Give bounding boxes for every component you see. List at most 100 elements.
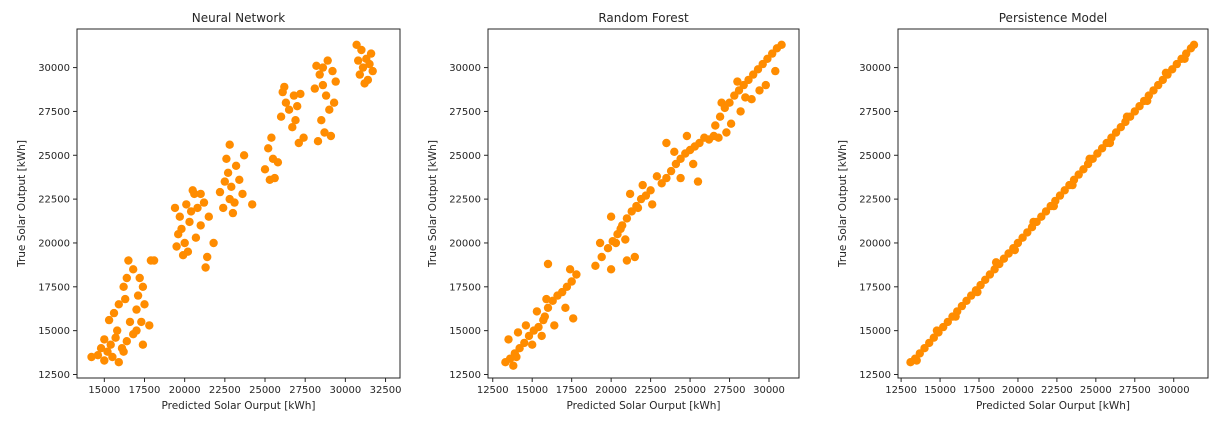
x-axis-label: Predicted Solar Ourput [kWh]: [566, 400, 720, 412]
data-point: [513, 328, 523, 337]
data-point: [1180, 54, 1189, 63]
data-point: [625, 189, 635, 199]
data-point: [178, 251, 188, 260]
data-point: [132, 326, 141, 335]
data-point: [289, 91, 299, 100]
y-tick-label: 27500: [38, 107, 70, 118]
data-point: [648, 200, 657, 209]
data-point: [108, 352, 117, 362]
y-tick-label: 22500: [38, 195, 70, 206]
data-point: [512, 352, 521, 362]
data-point: [528, 340, 537, 349]
data-point: [125, 317, 135, 327]
data-point: [537, 331, 546, 341]
x-tick-label: 15000: [88, 385, 120, 396]
data-point: [180, 238, 189, 248]
data-point: [771, 66, 780, 76]
plot-frame: [487, 28, 800, 379]
x-tick-label: 20000: [595, 385, 627, 396]
data-point: [106, 340, 115, 349]
data-point: [215, 187, 225, 197]
data-point: [603, 244, 613, 253]
random-forest-panel: Random Forest Predicted Solar Ourput [kW…: [427, 11, 800, 412]
data-point: [932, 326, 942, 335]
data-point: [662, 138, 671, 148]
x-tick-label: 32500: [370, 385, 402, 396]
data-point: [132, 305, 141, 314]
x-tick-label: 15000: [516, 385, 548, 396]
data-point: [951, 312, 960, 321]
y-tick-label: 30000: [859, 63, 891, 74]
persistence-model-panel: Persistence Model Predicted Solar Ourput…: [837, 11, 1209, 412]
data-point: [572, 270, 581, 279]
data-point: [225, 140, 234, 149]
data-point: [973, 287, 982, 297]
data-point: [606, 212, 616, 221]
data-point: [196, 189, 205, 199]
data-point: [326, 131, 336, 141]
x-tick-label: 22500: [1041, 385, 1073, 396]
y-tick-label: 15000: [859, 326, 891, 337]
data-point: [520, 338, 529, 348]
data-point: [193, 203, 202, 213]
chart-title: Persistence Model: [999, 11, 1107, 25]
data-point: [265, 175, 274, 184]
data-point: [726, 119, 736, 128]
data-point: [321, 91, 331, 100]
data-point: [113, 326, 122, 335]
data-point: [312, 61, 321, 70]
data-point: [96, 344, 106, 353]
data-point: [662, 173, 671, 183]
data-point: [689, 159, 698, 169]
data-point: [622, 256, 632, 265]
data-point: [227, 182, 236, 191]
data-point: [172, 242, 181, 251]
y-tick-label: 27500: [449, 107, 481, 118]
x-tick-label: 27500: [289, 385, 321, 396]
data-point: [119, 282, 128, 291]
data-point: [714, 133, 723, 142]
data-point: [504, 335, 513, 344]
x-tick-label: 15000: [924, 385, 956, 396]
data-point: [310, 84, 319, 93]
data-point: [711, 121, 720, 130]
data-point: [264, 144, 273, 153]
data-point: [355, 70, 364, 79]
y-tick-label: 20000: [449, 238, 481, 249]
data-point: [717, 98, 726, 107]
y-tick-label: 25000: [449, 151, 481, 162]
y-tick-label: 27500: [859, 107, 891, 118]
data-point: [199, 198, 209, 207]
x-tick-label: 25000: [674, 385, 706, 396]
data-point: [87, 352, 96, 362]
data-point: [676, 173, 685, 183]
x-tick-label: 22500: [209, 385, 241, 396]
data-point: [368, 66, 377, 76]
data-point: [135, 273, 144, 283]
y-tick-label: 12500: [449, 370, 481, 381]
data-point: [630, 252, 639, 262]
data-point: [1068, 180, 1077, 190]
data-point: [354, 56, 363, 65]
data-point: [912, 356, 921, 365]
data-point: [715, 112, 725, 121]
data-point: [1189, 40, 1199, 49]
data-point: [201, 263, 210, 272]
data-point: [328, 66, 337, 76]
x-tick-label: 17500: [556, 385, 588, 396]
data-point: [146, 256, 156, 265]
data-point: [358, 63, 368, 72]
data-point: [182, 200, 191, 209]
data-point: [366, 49, 376, 58]
x-tick-label: 27500: [714, 385, 746, 396]
scatter-points: [501, 40, 786, 370]
data-point: [238, 189, 247, 199]
data-point: [191, 233, 201, 242]
data-point: [509, 361, 518, 370]
y-axis-label: True Solar Output [kWh]: [427, 140, 439, 268]
data-point: [540, 312, 549, 321]
plot-frame: [897, 28, 1209, 379]
data-point: [722, 128, 731, 137]
data-point: [736, 107, 745, 116]
data-point: [122, 273, 131, 283]
